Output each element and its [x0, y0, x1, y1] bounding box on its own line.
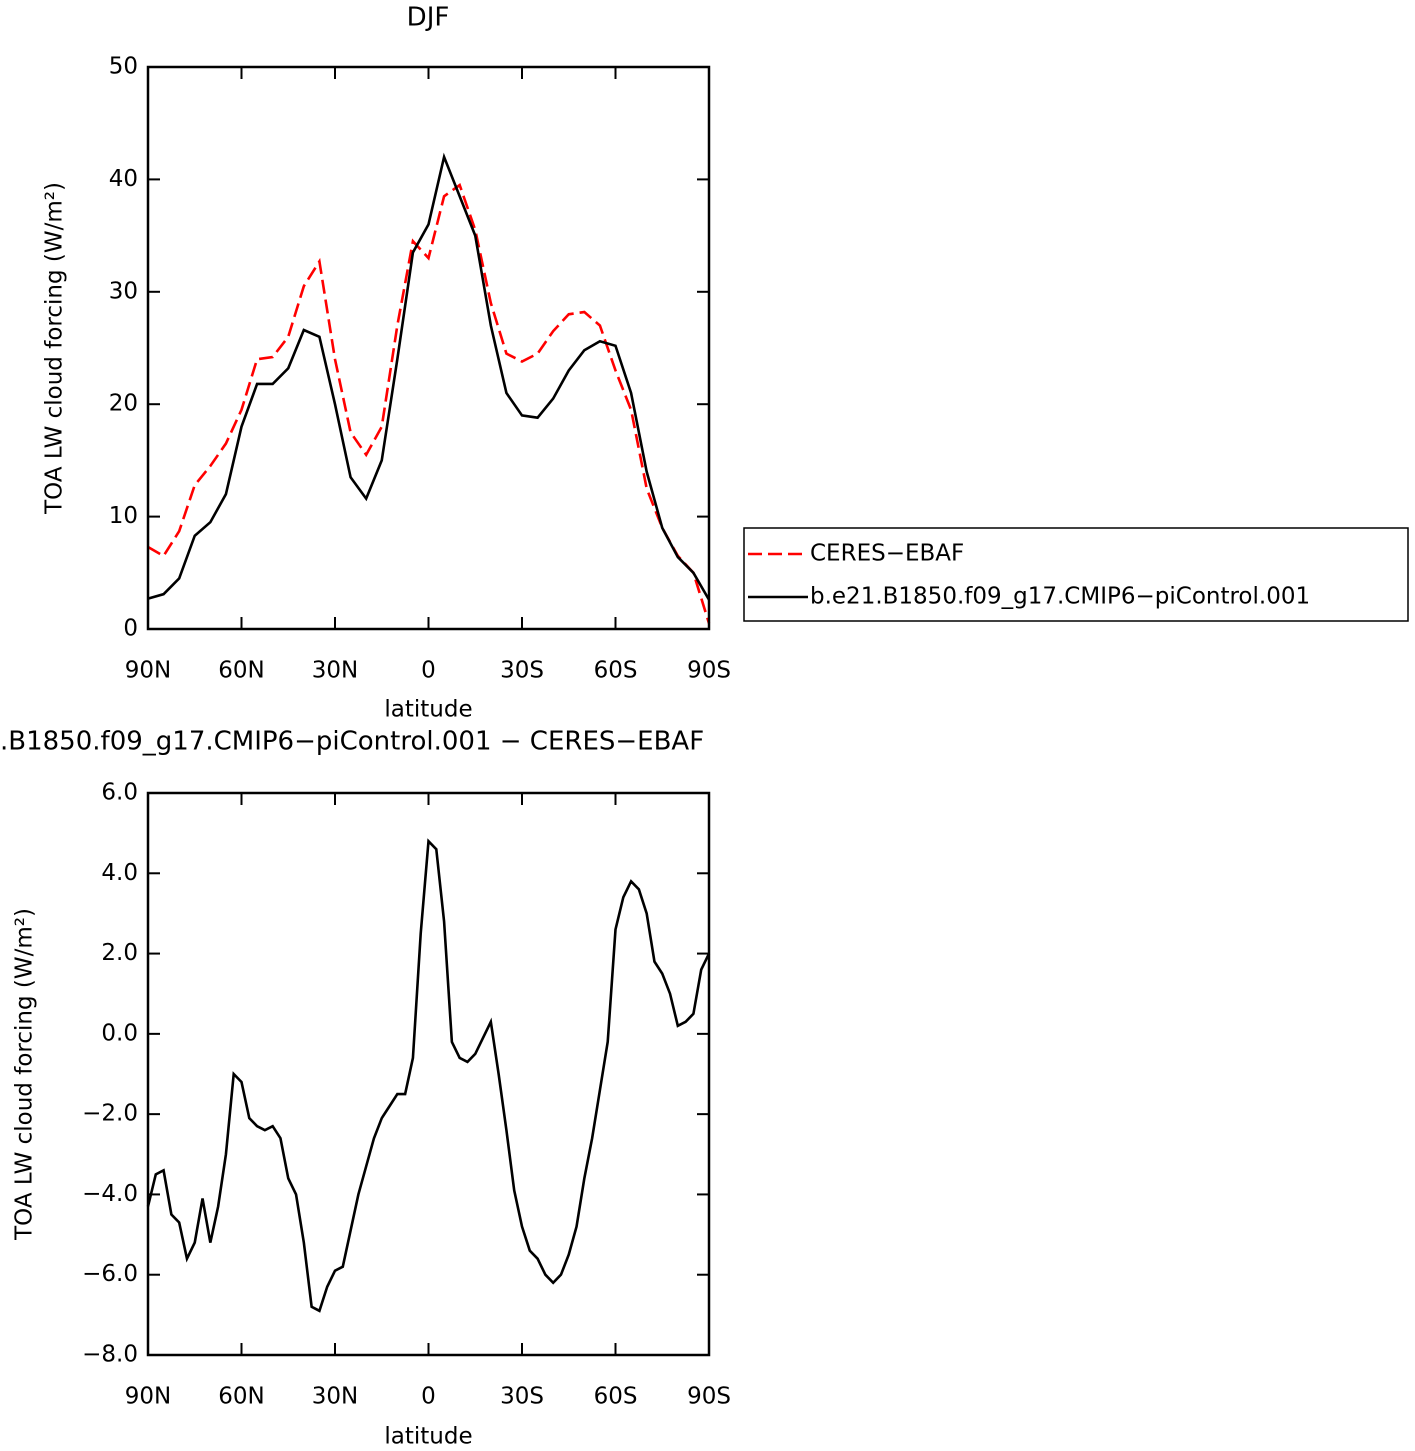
y-tick-label: −8.0 — [82, 1342, 138, 1368]
y-tick-label: −2.0 — [82, 1101, 138, 1127]
x-tick-label: 60N — [218, 1384, 264, 1410]
chart-title: .B1850.f09_g17.CMIP6−piControl.001 − CER… — [0, 727, 704, 757]
data-line — [147, 182, 711, 624]
x-tick-label: 60S — [594, 1384, 638, 1410]
legend-box — [743, 527, 1409, 622]
y-tick-label: 30 — [109, 278, 138, 304]
y-tick-label: 4.0 — [101, 860, 138, 886]
x-tick-label: 90S — [687, 658, 731, 684]
plot-frame — [146, 65, 711, 631]
legend-label: b.e21.B1850.f09_g17.CMIP6−piControl.001 — [810, 584, 1310, 610]
data-line — [147, 152, 711, 601]
x-tick-label: 90N — [125, 658, 171, 684]
y-tick-label: 0.0 — [101, 1020, 138, 1046]
y-tick-label: 40 — [109, 166, 138, 192]
chart-title: DJF — [407, 3, 450, 33]
y-axis-label: TOA LW cloud forcing (W/m²) — [12, 908, 38, 1241]
x-tick-label: 90N — [125, 1384, 171, 1410]
plot-frame — [146, 791, 711, 1357]
x-axis-label: latitude — [384, 697, 472, 723]
x-tick-label: 90S — [687, 1384, 731, 1410]
y-tick-label: 2.0 — [101, 940, 138, 966]
x-axis-label: latitude — [384, 1424, 472, 1450]
legend-label: CERES−EBAF — [810, 541, 964, 567]
y-axis-label: TOA LW cloud forcing (W/m²) — [42, 182, 68, 515]
x-tick-label: 30N — [312, 1384, 358, 1410]
y-tick-label: 6.0 — [101, 780, 138, 806]
x-tick-label: 60S — [594, 658, 638, 684]
y-tick-label: 10 — [109, 503, 138, 529]
x-tick-label: 0 — [421, 658, 436, 684]
data-line — [146, 838, 711, 1313]
y-tick-label: −6.0 — [82, 1261, 138, 1287]
y-tick-label: 20 — [109, 391, 138, 417]
x-tick-label: 30S — [500, 1384, 544, 1410]
x-tick-label: 30N — [312, 658, 358, 684]
x-tick-label: 0 — [421, 1384, 436, 1410]
y-tick-label: −4.0 — [82, 1181, 138, 1207]
y-tick-label: 50 — [109, 54, 138, 80]
x-tick-label: 60N — [218, 658, 264, 684]
y-tick-label: 0 — [123, 616, 138, 642]
x-tick-label: 30S — [500, 658, 544, 684]
